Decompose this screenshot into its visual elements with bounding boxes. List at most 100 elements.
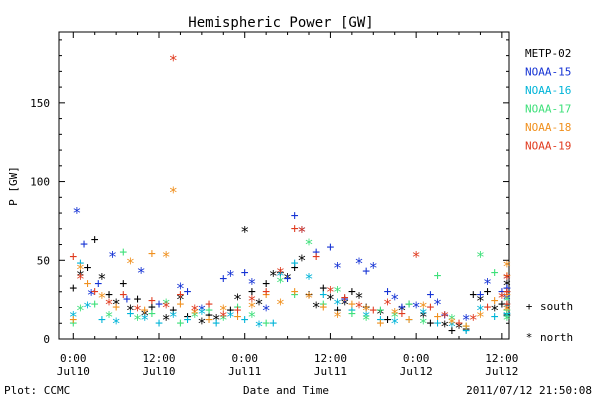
data-point: + — [348, 297, 356, 312]
data-point: + — [234, 303, 242, 318]
data-point: + — [341, 291, 349, 306]
data-point: * — [483, 275, 492, 293]
data-point: + — [327, 240, 335, 255]
data-point: + — [69, 313, 77, 328]
data-point: + — [248, 284, 256, 299]
data-point: + — [427, 300, 435, 315]
footer-timestamp: 2011/07/12 21:50:08 — [466, 384, 592, 397]
data-point: * — [97, 270, 106, 288]
data-point: * — [502, 270, 511, 288]
data-point: + — [80, 237, 88, 252]
data-point: * — [447, 311, 456, 329]
data-point: * — [126, 254, 135, 272]
data-point: + — [205, 297, 213, 312]
data-point: + — [405, 297, 413, 312]
data-point: + — [405, 313, 413, 328]
data-point: + — [291, 287, 299, 302]
x-tick-label-date: Jul12 — [485, 365, 518, 378]
data-point: * — [197, 305, 206, 323]
data-point: * — [476, 302, 485, 320]
data-point: + — [262, 316, 270, 331]
data-point: + — [148, 306, 156, 321]
data-point: * — [304, 236, 313, 254]
data-point: * — [502, 291, 511, 309]
data-point: + — [398, 306, 406, 321]
data-point: * — [390, 314, 399, 332]
data-point: + — [205, 313, 213, 328]
data-point: + — [498, 297, 506, 312]
y-tick-label: 150 — [30, 97, 50, 110]
data-point: * — [433, 295, 442, 313]
data-point: + — [148, 246, 156, 261]
data-point: + — [262, 276, 270, 291]
data-point: * — [333, 308, 342, 326]
data-point: + — [462, 322, 470, 337]
data-point: + — [503, 308, 511, 323]
data-point: + — [241, 313, 249, 328]
data-point: * — [326, 291, 335, 309]
data-point: * — [304, 270, 313, 288]
data-point: + — [434, 316, 442, 331]
x-tick-label-date: Jul11 — [228, 365, 261, 378]
data-point: + — [477, 287, 485, 302]
data-point: + — [469, 287, 477, 302]
data-point: + — [241, 265, 249, 280]
data-point: * — [269, 267, 278, 285]
data-point: * — [104, 308, 113, 326]
data-point: * — [283, 270, 292, 288]
legend-entry: METP-02 — [525, 47, 571, 60]
data-point: * — [140, 306, 149, 324]
data-point: + — [503, 269, 511, 284]
data-point: + — [503, 284, 511, 299]
data-point: * — [390, 291, 399, 309]
data-point: + — [134, 292, 142, 307]
marker-legend-label: south — [540, 300, 573, 313]
data-point: * — [112, 314, 121, 332]
x-tick-label-time: 0:00 — [403, 352, 430, 365]
data-point: * — [419, 299, 428, 317]
data-point: * — [133, 311, 142, 329]
data-point: + — [205, 303, 213, 318]
x-tick-label-date: Jul11 — [314, 365, 347, 378]
data-point: * — [190, 305, 199, 323]
data-point: * — [333, 283, 342, 301]
data-point: + — [491, 294, 499, 309]
data-point: * — [72, 204, 81, 222]
legend-entry: NOAA-15 — [525, 66, 571, 79]
data-point: * — [454, 319, 463, 337]
data-point: + — [462, 324, 470, 339]
data-point: * — [369, 259, 378, 277]
y-axis-label: P [GW] — [7, 166, 20, 206]
data-point: * — [502, 302, 511, 320]
data-point: + — [384, 284, 392, 299]
data-point: * — [219, 302, 228, 320]
data-point: + — [148, 300, 156, 315]
data-point: * — [502, 258, 511, 276]
data-point: * — [304, 289, 313, 307]
data-point: * — [447, 314, 456, 332]
legend-entry: NOAA-18 — [525, 121, 571, 134]
data-point: + — [369, 303, 377, 318]
axis-ticks: 0501001500:00Jul1012:00Jul100:00Jul1112:… — [30, 32, 518, 378]
data-point: + — [177, 287, 185, 302]
y-tick-label: 50 — [37, 254, 50, 267]
data-point: * — [219, 308, 228, 326]
data-point: + — [184, 313, 192, 328]
data-point: + — [503, 281, 511, 296]
data-point: + — [234, 309, 242, 324]
data-point: + — [334, 303, 342, 318]
data-point: * — [476, 308, 485, 326]
data-point: * — [212, 311, 221, 329]
marker-legend-label: north — [540, 331, 573, 344]
data-point: * — [233, 291, 242, 309]
data-point: + — [405, 297, 413, 312]
data-point: + — [434, 269, 442, 284]
data-point: * — [476, 292, 485, 310]
data-point: + — [69, 250, 77, 265]
data-point: * — [140, 311, 149, 329]
data-point: + — [77, 256, 85, 271]
data-point: * — [502, 308, 511, 326]
data-point: + — [205, 308, 213, 323]
marker-legend: + south * north — [526, 300, 573, 344]
data-point: * — [176, 291, 185, 309]
